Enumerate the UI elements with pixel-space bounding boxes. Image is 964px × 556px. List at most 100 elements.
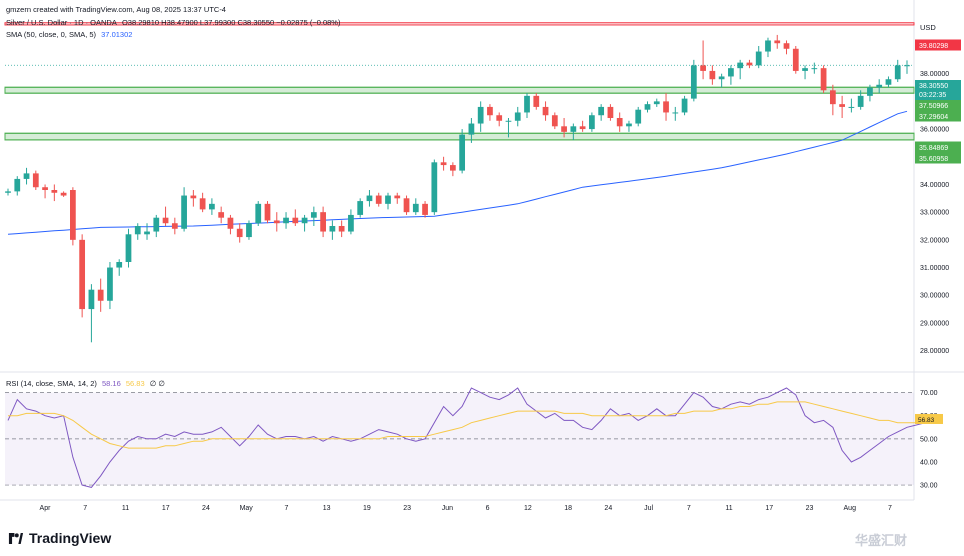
rsi-legend[interactable]: RSI (14, close, SMA, 14, 2) 58.16 56.83 …: [6, 379, 168, 388]
candle-body: [867, 87, 873, 96]
resistance-zone: [4, 22, 915, 26]
candle-body: [403, 198, 410, 213]
candle-body: [626, 123, 632, 127]
candle-body: [746, 62, 753, 66]
candle-body: [366, 195, 373, 202]
level-label-bg: [915, 152, 961, 164]
credit-line: gmzern created with TradingView.com, Aug…: [6, 5, 226, 14]
rsi-ma-value: 56.83: [125, 379, 145, 388]
rsi-ma-badge: [915, 413, 943, 424]
candle-body: [209, 203, 215, 210]
price-tick-label: 32.00000: [920, 237, 949, 244]
candle-body: [116, 262, 123, 268]
time-tick-label: 7: [888, 505, 892, 512]
candle-body: [487, 106, 493, 116]
candle-body: [449, 165, 456, 171]
sma-value: 37.01302: [101, 30, 133, 39]
time-tick-label: 23: [403, 505, 411, 512]
candle-body: [394, 195, 401, 199]
candle-body: [635, 109, 642, 124]
time-tick-label: Apr: [40, 505, 52, 512]
candle-body: [310, 212, 317, 218]
candle-body: [125, 234, 132, 262]
level-label: 35.84869: [919, 145, 948, 152]
candle-body: [728, 68, 734, 77]
candle-body: [144, 231, 150, 235]
candle-body: [644, 104, 651, 110]
symbol-line: Silver / U.S. Dollar · 1D · OANDA O38.29…: [6, 18, 343, 27]
time-tick-label: 13: [323, 505, 331, 512]
candle-body: [218, 212, 225, 218]
candle-body: [690, 65, 697, 99]
level-label: 39.80298: [919, 43, 948, 50]
candle-body: [51, 190, 58, 193]
candle-body: [153, 217, 160, 232]
candle-body: [607, 106, 614, 118]
candle-body: [894, 65, 901, 80]
candle-body: [255, 203, 262, 224]
time-tick-label: 7: [83, 505, 87, 512]
price-tick-label: 29.00000: [920, 320, 949, 327]
price-tick-label: 36.00000: [920, 127, 949, 134]
candle-body: [5, 191, 11, 193]
candle-body: [904, 65, 910, 67]
candle-body: [477, 106, 484, 124]
price-tick-label: 28.00000: [920, 348, 949, 355]
time-tick-label: 17: [765, 505, 773, 512]
candle-body: [385, 195, 391, 204]
sma-legend[interactable]: SMA (50, close, 0, SMA, 5) 37.01302: [6, 30, 135, 39]
candle-body: [422, 203, 428, 215]
rsi-value: 58.16: [101, 379, 121, 388]
candle-body: [829, 90, 836, 105]
support-zone: [4, 86, 915, 94]
watermark: 华盛汇财: [855, 533, 908, 548]
candle-body: [774, 40, 781, 44]
candle-body: [885, 79, 892, 85]
candle-body: [533, 95, 540, 107]
candle-body: [134, 226, 141, 235]
last-price-label: 38.30550: [919, 83, 948, 90]
candle-body: [542, 106, 549, 116]
candle-body: [792, 48, 799, 71]
time-tick-label: 7: [687, 505, 691, 512]
time-tick-label: 18: [564, 505, 572, 512]
rsi-extra: ∅ ∅: [149, 379, 165, 388]
candle-body: [79, 239, 86, 310]
rsi-ma-line: [8, 401, 935, 449]
candle-body: [653, 101, 660, 105]
candle-body: [468, 123, 475, 135]
price-tick-label: 30.00000: [920, 293, 949, 300]
symbol-title[interactable]: Silver / U.S. Dollar · 1D · OANDA: [6, 18, 117, 27]
candle-body: [42, 187, 48, 190]
candle-body: [820, 68, 827, 91]
level-label: 37.29604: [919, 114, 948, 121]
candle-body: [709, 70, 716, 80]
time-tick-label: May: [240, 505, 254, 512]
rsi-line: [7, 387, 935, 488]
candle-body: [459, 134, 466, 171]
candle-body: [551, 115, 558, 127]
candle-body: [283, 217, 289, 224]
candle-body: [273, 220, 280, 224]
sma-line: [7, 110, 908, 235]
candle-body: [876, 84, 883, 88]
candle-body: [579, 126, 586, 130]
level-label-bg: [915, 99, 961, 111]
candle-body: [320, 212, 326, 232]
tradingview-logo[interactable]: TradingView: [8, 530, 111, 546]
candle-body: [70, 190, 76, 240]
sma-label: SMA (50, close, 0, SMA, 5): [6, 30, 97, 39]
candle-body: [663, 101, 669, 113]
candle-body: [236, 228, 243, 238]
candle-body: [329, 226, 336, 232]
candle-body: [301, 217, 308, 224]
time-tick-label: 17: [162, 505, 170, 512]
candle-body: [570, 126, 577, 132]
time-tick-label: 7: [284, 505, 288, 512]
rsi-ma-badge-label: 56.83: [918, 417, 935, 424]
candle-body: [524, 95, 530, 113]
last-price-badge: [915, 80, 961, 100]
price-tick-label: 31.00000: [920, 265, 949, 272]
candle-body: [162, 217, 169, 224]
